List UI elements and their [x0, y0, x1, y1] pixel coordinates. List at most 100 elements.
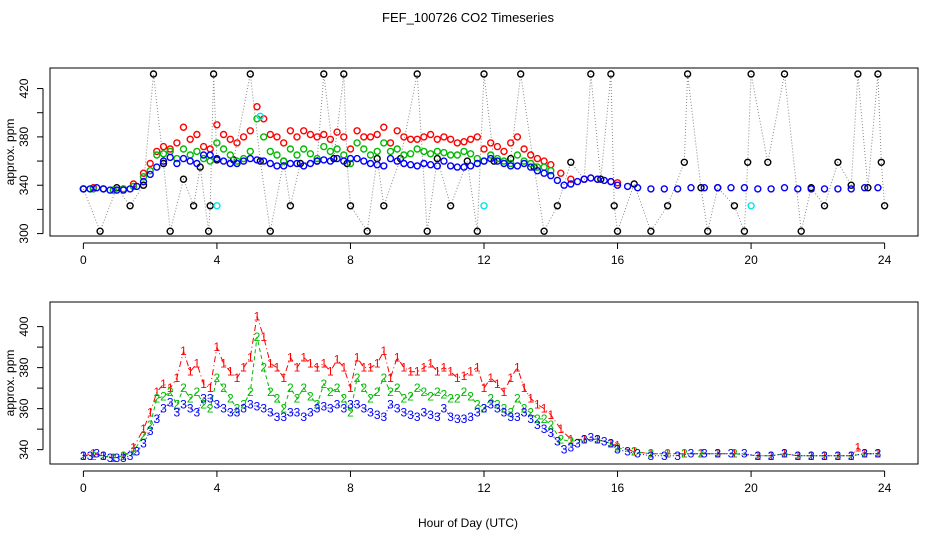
point-label-3: 3: [714, 447, 721, 461]
point-label-1: 1: [227, 365, 234, 379]
point-label-3: 3: [347, 398, 354, 412]
point-label-3: 3: [180, 398, 187, 412]
point-green: [199, 154, 208, 163]
point-label-3: 3: [701, 447, 708, 461]
point-blue: [440, 157, 448, 165]
y-tick-label: 340: [17, 175, 31, 195]
point-label-2: 2: [698, 447, 705, 461]
point-blue: [266, 159, 274, 168]
point-label-1: 1: [327, 365, 334, 379]
point-green: [139, 173, 148, 181]
point-red: [507, 139, 515, 147]
point-blue: [193, 159, 201, 168]
point-blue: [313, 157, 321, 165]
point-red: [453, 139, 461, 147]
point-label-2: 2: [167, 385, 174, 399]
point-label-2: 2: [260, 361, 267, 375]
point-label-2: 2: [367, 391, 374, 405]
point-label-1: 1: [875, 447, 882, 461]
point-label-1: 1: [200, 377, 207, 391]
point-label-2: 2: [174, 398, 181, 412]
point-label-3: 3: [227, 406, 234, 420]
point-label-3: 3: [387, 398, 394, 412]
point-label-1: 1: [374, 357, 381, 371]
point-blue: [366, 159, 375, 168]
point-green: [386, 147, 395, 156]
point-label-1: 1: [534, 398, 541, 412]
point-green: [326, 147, 335, 156]
point-blue: [280, 162, 288, 170]
point-label-1: 1: [541, 402, 548, 416]
point-label-3: 3: [207, 391, 214, 405]
point-red: [186, 135, 194, 144]
point-red: [540, 157, 548, 165]
point-label-1: 1: [387, 371, 394, 385]
point-label-3: 3: [194, 406, 201, 420]
point-blue: [99, 185, 108, 193]
point-label-3: 3: [167, 396, 174, 410]
point-green: [400, 151, 408, 159]
point-blue: [326, 157, 335, 165]
y-tick-label: 380: [17, 127, 31, 147]
point-blue: [233, 159, 241, 168]
point-label-3: 3: [314, 402, 321, 416]
point-label-1: 1: [260, 330, 267, 344]
point-red: [219, 130, 228, 139]
point-label-3: 3: [421, 406, 428, 420]
point-label-3: 3: [821, 449, 828, 463]
point-label-1: 1: [220, 357, 227, 371]
point-label-1: 1: [167, 381, 174, 395]
point-blue: [139, 177, 148, 186]
point-green: [547, 166, 555, 175]
point-label-2: 2: [494, 398, 501, 412]
point-label-1: 1: [234, 371, 241, 385]
point-label-1: 1: [354, 350, 361, 364]
point-label-1: 1: [207, 381, 214, 395]
point-blue: [179, 154, 188, 163]
point-blue: [400, 159, 408, 168]
point-green: [266, 147, 274, 156]
point-label-1: 1: [380, 344, 387, 358]
point-label-1: 1: [527, 391, 534, 405]
point-label-3: 3: [140, 437, 147, 451]
point-red: [273, 133, 281, 141]
point-green: [109, 186, 118, 194]
point-label-2: 2: [461, 385, 468, 399]
point-red: [557, 169, 565, 177]
point-label-3: 3: [394, 402, 401, 416]
point-green: [380, 139, 388, 147]
point-label-1: 1: [567, 432, 574, 446]
point-blue: [466, 162, 475, 170]
point-black: [413, 70, 421, 78]
point-label-3: 3: [728, 447, 735, 461]
x-tick-label: 16: [611, 253, 625, 267]
point-label-1: 1: [434, 365, 441, 379]
point-label-2: 2: [421, 385, 428, 399]
point-label-1: 1: [794, 449, 801, 463]
point-label-3: 3: [267, 406, 274, 420]
point-black: [587, 70, 595, 78]
point-blue: [623, 182, 632, 191]
point-label-2: 2: [280, 402, 287, 416]
point-black: [96, 227, 104, 235]
point-label-1: 1: [648, 447, 655, 461]
point-black: [463, 157, 471, 165]
point-red: [473, 133, 481, 141]
point-red: [226, 135, 235, 144]
point-cyan: [747, 202, 755, 210]
point-label-3: 3: [327, 402, 334, 416]
point-green: [353, 139, 361, 147]
x-tick-label: 4: [214, 481, 221, 495]
point-label-3: 3: [781, 447, 788, 461]
series-3-line: [83, 397, 878, 459]
point-label-2: 2: [360, 381, 367, 395]
point-black: [423, 227, 431, 235]
point-label-1: 1: [681, 447, 688, 461]
point-blue: [647, 185, 655, 193]
point-label-1: 1: [320, 357, 327, 371]
point-black: [159, 159, 168, 168]
point-label-2: 2: [681, 447, 688, 461]
point-blue: [393, 157, 401, 165]
point-blue: [487, 154, 495, 163]
point-red: [266, 130, 274, 139]
